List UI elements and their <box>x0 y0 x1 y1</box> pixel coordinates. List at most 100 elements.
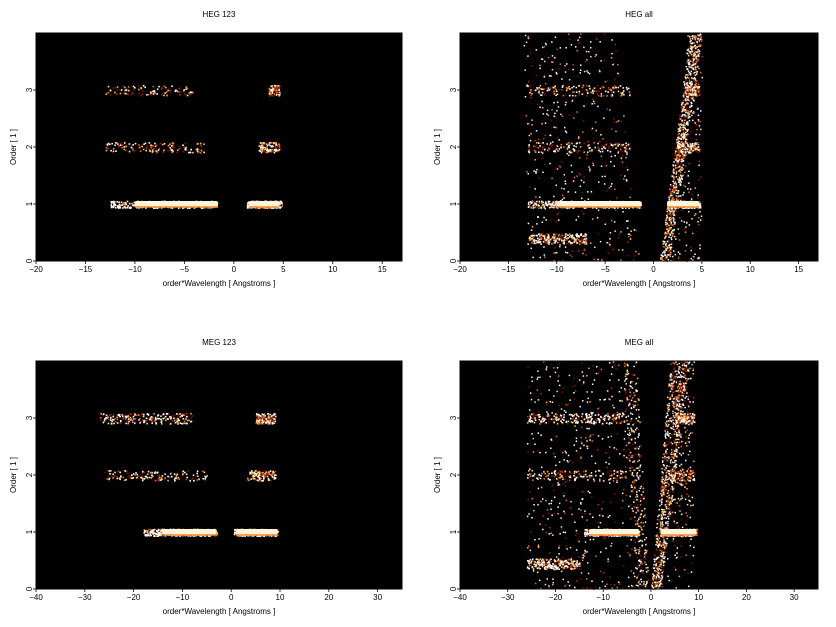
count-cell <box>673 189 676 192</box>
count-cell <box>665 244 667 246</box>
count-cell <box>663 242 665 244</box>
count-cell <box>689 45 692 48</box>
count-cell <box>564 94 567 96</box>
count-cell <box>688 148 691 151</box>
count-cell <box>681 148 684 151</box>
count-cell <box>676 138 678 141</box>
count-cell <box>685 109 687 112</box>
count-cell <box>688 111 690 113</box>
count-cell <box>183 89 185 91</box>
count-cell <box>683 82 686 85</box>
count-cell <box>694 148 697 150</box>
count-cell <box>187 470 189 472</box>
count-cell <box>695 93 698 96</box>
count-cell <box>679 155 681 157</box>
count-cell <box>127 86 130 88</box>
count-cell <box>686 222 688 224</box>
count-cell <box>696 69 698 71</box>
count-cell <box>682 149 685 151</box>
count-cell <box>532 241 535 244</box>
count-cell <box>565 131 568 134</box>
count-cell <box>677 159 679 162</box>
count-cell <box>201 207 204 209</box>
count-cell <box>531 241 534 244</box>
count-cell <box>678 157 681 160</box>
count-cell <box>610 160 612 163</box>
count-cell <box>683 81 685 83</box>
count-cell <box>196 148 199 150</box>
count-cell <box>154 92 157 94</box>
count-cell <box>567 146 569 149</box>
count-cell <box>178 91 180 93</box>
count-cell <box>686 96 688 98</box>
count-cell <box>555 90 558 93</box>
count-cell <box>561 115 563 117</box>
count-cell <box>673 176 675 178</box>
count-cell <box>131 204 134 206</box>
count-cell <box>541 91 544 94</box>
count-cell <box>175 477 178 480</box>
count-cell <box>693 55 695 57</box>
count-cell <box>687 188 689 190</box>
count-cell <box>571 255 573 258</box>
count-cell <box>532 234 534 236</box>
count-cell <box>614 121 616 123</box>
count-cell <box>564 64 566 67</box>
count-cell <box>556 236 559 238</box>
count-cell <box>688 191 690 193</box>
count-cell <box>575 219 577 221</box>
count-cell <box>266 144 269 146</box>
count-cell <box>537 170 539 172</box>
count-cell <box>560 89 563 91</box>
count-cell <box>567 87 569 90</box>
count-cell <box>678 123 680 125</box>
count-cell <box>120 205 122 207</box>
count-cell <box>529 238 532 240</box>
count-cell <box>530 202 532 204</box>
chart-title: HEG all <box>625 10 653 19</box>
count-cell <box>672 189 674 191</box>
count-cell <box>619 233 621 235</box>
count-cell <box>568 154 570 156</box>
count-cell <box>626 227 629 229</box>
count-cell <box>546 204 549 207</box>
count-cell <box>640 207 642 209</box>
count-cell <box>682 142 684 144</box>
count-cell <box>160 86 163 88</box>
count-cell <box>683 207 686 209</box>
count-cell <box>535 89 537 91</box>
count-cell <box>668 254 670 256</box>
count-cell <box>276 89 279 92</box>
count-cell <box>609 109 611 111</box>
count-cell <box>277 528 279 531</box>
count-cell <box>134 474 136 476</box>
count-cell <box>182 144 184 146</box>
count-cell <box>543 93 546 96</box>
count-cell <box>172 150 174 152</box>
count-cell <box>614 230 616 232</box>
count-cell <box>132 473 135 475</box>
count-cell <box>681 165 684 168</box>
count-cell <box>630 188 632 190</box>
count-cell <box>687 122 689 125</box>
count-cell <box>553 202 555 205</box>
count-cell <box>571 250 573 253</box>
count-cell <box>189 93 191 96</box>
count-cell <box>638 253 640 255</box>
count-cell <box>554 205 556 207</box>
count-cell <box>597 84 599 87</box>
count-cell <box>626 220 628 222</box>
count-cell <box>278 91 281 93</box>
count-cell <box>272 145 274 148</box>
count-cell <box>623 146 625 148</box>
x-tick-label: 5 <box>281 265 286 274</box>
count-cell <box>674 223 676 225</box>
count-cell <box>666 223 668 225</box>
count-cell <box>690 111 692 113</box>
count-cell <box>586 92 589 94</box>
count-cell <box>673 191 675 194</box>
count-cell <box>684 92 687 94</box>
count-cell <box>582 252 584 255</box>
count-cell <box>538 177 540 179</box>
count-cell <box>613 118 615 120</box>
